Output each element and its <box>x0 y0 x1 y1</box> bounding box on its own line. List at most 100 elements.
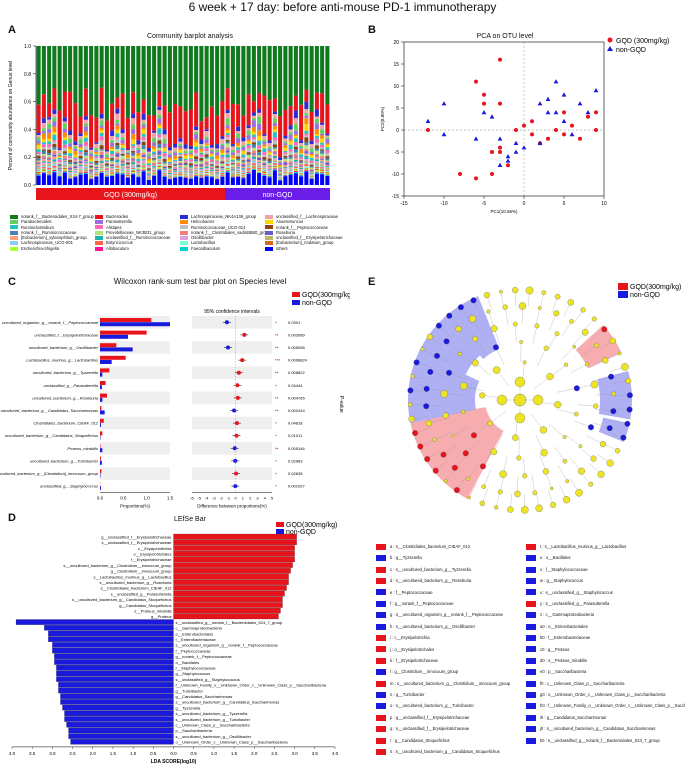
bar-segment <box>125 154 130 158</box>
lda-bar-label: f__Erysipelotrichaceae <box>131 557 172 562</box>
bar-segment <box>104 172 109 173</box>
legend-label-non-gqd: non-GQD <box>302 300 332 307</box>
bar-segment <box>94 164 99 167</box>
bar-segment <box>272 166 277 168</box>
bar-segment <box>36 172 41 174</box>
bar-segment <box>110 149 115 151</box>
bar-segment <box>299 160 304 162</box>
bar-segment <box>62 160 67 162</box>
bar-segment <box>99 154 104 159</box>
bar-segment <box>157 106 162 111</box>
node-neutral <box>593 403 599 409</box>
bar-segment <box>152 175 157 185</box>
tree-branch <box>577 404 596 407</box>
tree-branch <box>535 308 540 326</box>
species-label: uncultured_organism_g__norank_f__Peptoco… <box>2 320 99 325</box>
difference-point <box>232 446 237 451</box>
legend-entry: unclassified_f__Erysipelotrichaceae <box>265 235 350 240</box>
bar-non-gqd <box>100 486 101 490</box>
bar-segment <box>57 154 62 156</box>
bar-segment <box>204 168 209 170</box>
bar-segment <box>167 179 172 185</box>
bar-segment <box>230 157 235 160</box>
bar-segment <box>94 171 99 173</box>
tree-branch <box>448 372 466 380</box>
node-non-gqd <box>492 344 499 351</box>
node-neutral <box>609 337 616 345</box>
bar-segment <box>47 123 52 129</box>
bar-segment <box>320 93 325 123</box>
bar-segment <box>94 163 99 165</box>
bar-segment <box>188 163 193 166</box>
bar-segment <box>309 176 314 178</box>
node-neutral <box>625 377 632 384</box>
bar-segment <box>246 139 251 142</box>
legend-swatch <box>180 241 188 246</box>
bar-segment <box>141 171 146 185</box>
bar-segment <box>36 152 41 155</box>
bar-segment <box>110 164 115 167</box>
bar-segment <box>136 173 141 174</box>
bar-segment <box>236 169 241 172</box>
significance-stars: * <box>275 434 277 439</box>
bar-segment <box>267 175 272 176</box>
bar-segment <box>241 174 246 176</box>
bar-segment <box>183 154 188 156</box>
x-tick-label: -15 <box>400 201 407 207</box>
bar-segment <box>141 136 146 141</box>
scatter-point-non-gqd <box>513 140 519 145</box>
bar-segment <box>41 167 46 169</box>
bar-segment <box>314 138 319 143</box>
bar-segment <box>141 152 146 155</box>
bar-segment <box>173 155 178 159</box>
difference-point <box>233 484 238 489</box>
left-x-tick-label: 1.0 <box>144 495 151 500</box>
bar-segment <box>115 164 120 166</box>
key-entry: t : s__Lactobacillus_murinus_g__Lactobac… <box>526 541 685 552</box>
bar-segment <box>267 169 272 172</box>
bar-segment <box>104 161 109 163</box>
bar-segment <box>41 118 46 124</box>
key-label: a : s__Clostridiales_bacterium_CIEAF_012 <box>390 544 471 549</box>
bar-segment <box>309 157 314 161</box>
right-x-tick-label: 2 <box>249 495 252 500</box>
bar-segment <box>99 113 104 119</box>
node-non-gqd <box>620 434 627 441</box>
bar-segment <box>220 171 225 174</box>
bar-segment <box>99 167 104 169</box>
bar-segment <box>325 160 330 162</box>
key-swatch-gqd <box>376 737 386 744</box>
bar-segment <box>115 125 120 130</box>
key-swatch-gqd <box>376 578 386 585</box>
bar-segment <box>220 101 225 137</box>
bar-segment <box>236 171 241 173</box>
bar-segment <box>52 121 57 127</box>
bar-segment <box>83 131 88 136</box>
bar-segment <box>288 139 293 142</box>
bar-segment <box>272 111 277 115</box>
bar-segment <box>36 175 41 185</box>
node-neutral <box>617 351 622 356</box>
scatter-point-non-gqd <box>513 149 519 154</box>
key-swatch-non-gqd <box>526 680 536 687</box>
bar-segment <box>152 169 157 171</box>
bar-segment <box>167 170 172 172</box>
legend-entry: Parasutterella <box>95 219 180 224</box>
bar-segment <box>314 168 319 169</box>
bar-segment <box>131 155 136 158</box>
scatter-point-non-gqd <box>561 118 567 123</box>
bar-segment <box>167 172 172 175</box>
bar-segment <box>157 110 162 115</box>
bar-segment <box>99 172 104 185</box>
bar-segment <box>283 174 288 175</box>
bar-segment <box>183 171 188 173</box>
bar-segment <box>62 172 67 185</box>
bar-segment <box>57 157 62 160</box>
bar-segment <box>125 160 130 163</box>
bar-segment <box>246 148 251 153</box>
bar-segment <box>68 153 73 157</box>
bar-segment <box>141 124 146 128</box>
bar-non-gqd <box>100 423 101 427</box>
bar-segment <box>267 46 272 101</box>
key-entry: f0 : c__Unknown_Class_p__Saccharibacteri… <box>526 678 685 689</box>
